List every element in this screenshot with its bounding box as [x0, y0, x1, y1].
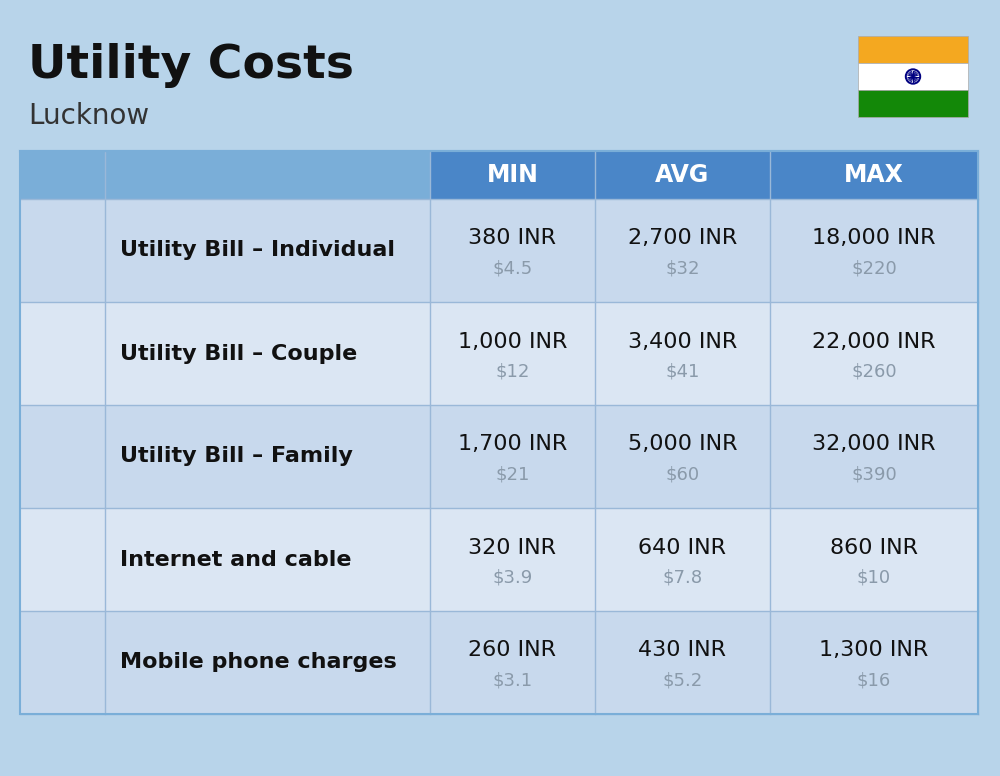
Text: Utility Bill – Couple: Utility Bill – Couple — [120, 344, 357, 363]
Circle shape — [906, 69, 920, 84]
Text: $16: $16 — [857, 671, 891, 690]
FancyBboxPatch shape — [20, 508, 978, 611]
FancyBboxPatch shape — [858, 63, 968, 90]
Text: 5,000 INR: 5,000 INR — [628, 435, 737, 455]
FancyBboxPatch shape — [20, 302, 978, 405]
Text: $41: $41 — [665, 362, 700, 380]
Text: $3.9: $3.9 — [492, 569, 533, 587]
FancyBboxPatch shape — [858, 36, 968, 63]
Text: $32: $32 — [665, 259, 700, 278]
FancyBboxPatch shape — [20, 151, 978, 199]
Text: $260: $260 — [851, 362, 897, 380]
Text: Mobile phone charges: Mobile phone charges — [120, 653, 397, 673]
FancyBboxPatch shape — [20, 199, 978, 302]
Text: 2,700 INR: 2,700 INR — [628, 228, 737, 248]
Text: 3,400 INR: 3,400 INR — [628, 331, 737, 352]
Text: Lucknow: Lucknow — [28, 102, 149, 130]
Text: $4.5: $4.5 — [492, 259, 533, 278]
FancyBboxPatch shape — [858, 90, 968, 117]
Text: 430 INR: 430 INR — [639, 640, 726, 660]
Text: MIN: MIN — [487, 163, 538, 187]
Text: Internet and cable: Internet and cable — [120, 549, 352, 570]
FancyBboxPatch shape — [20, 611, 978, 714]
Text: $10: $10 — [857, 569, 891, 587]
Text: 1,000 INR: 1,000 INR — [458, 331, 567, 352]
Text: $7.8: $7.8 — [662, 569, 703, 587]
FancyBboxPatch shape — [20, 151, 430, 199]
Circle shape — [908, 71, 918, 82]
FancyBboxPatch shape — [20, 405, 978, 508]
Text: 18,000 INR: 18,000 INR — [812, 228, 936, 248]
Text: $3.1: $3.1 — [492, 671, 533, 690]
Text: Utility Bill – Individual: Utility Bill – Individual — [120, 241, 395, 261]
Text: 320 INR: 320 INR — [468, 538, 556, 557]
Text: $220: $220 — [851, 259, 897, 278]
Text: 22,000 INR: 22,000 INR — [812, 331, 936, 352]
Text: Utility Costs: Utility Costs — [28, 43, 354, 88]
Text: 260 INR: 260 INR — [468, 640, 556, 660]
Text: AVG: AVG — [655, 163, 710, 187]
Text: 1,300 INR: 1,300 INR — [819, 640, 929, 660]
Text: $5.2: $5.2 — [662, 671, 703, 690]
Text: Utility Bill – Family: Utility Bill – Family — [120, 446, 353, 466]
Text: 1,700 INR: 1,700 INR — [458, 435, 567, 455]
Text: $21: $21 — [495, 466, 530, 483]
Text: $390: $390 — [851, 466, 897, 483]
Text: 640 INR: 640 INR — [639, 538, 726, 557]
Text: $60: $60 — [665, 466, 700, 483]
Text: 32,000 INR: 32,000 INR — [812, 435, 936, 455]
Text: $12: $12 — [495, 362, 530, 380]
Text: 860 INR: 860 INR — [830, 538, 918, 557]
Text: 380 INR: 380 INR — [468, 228, 556, 248]
Text: MAX: MAX — [844, 163, 904, 187]
